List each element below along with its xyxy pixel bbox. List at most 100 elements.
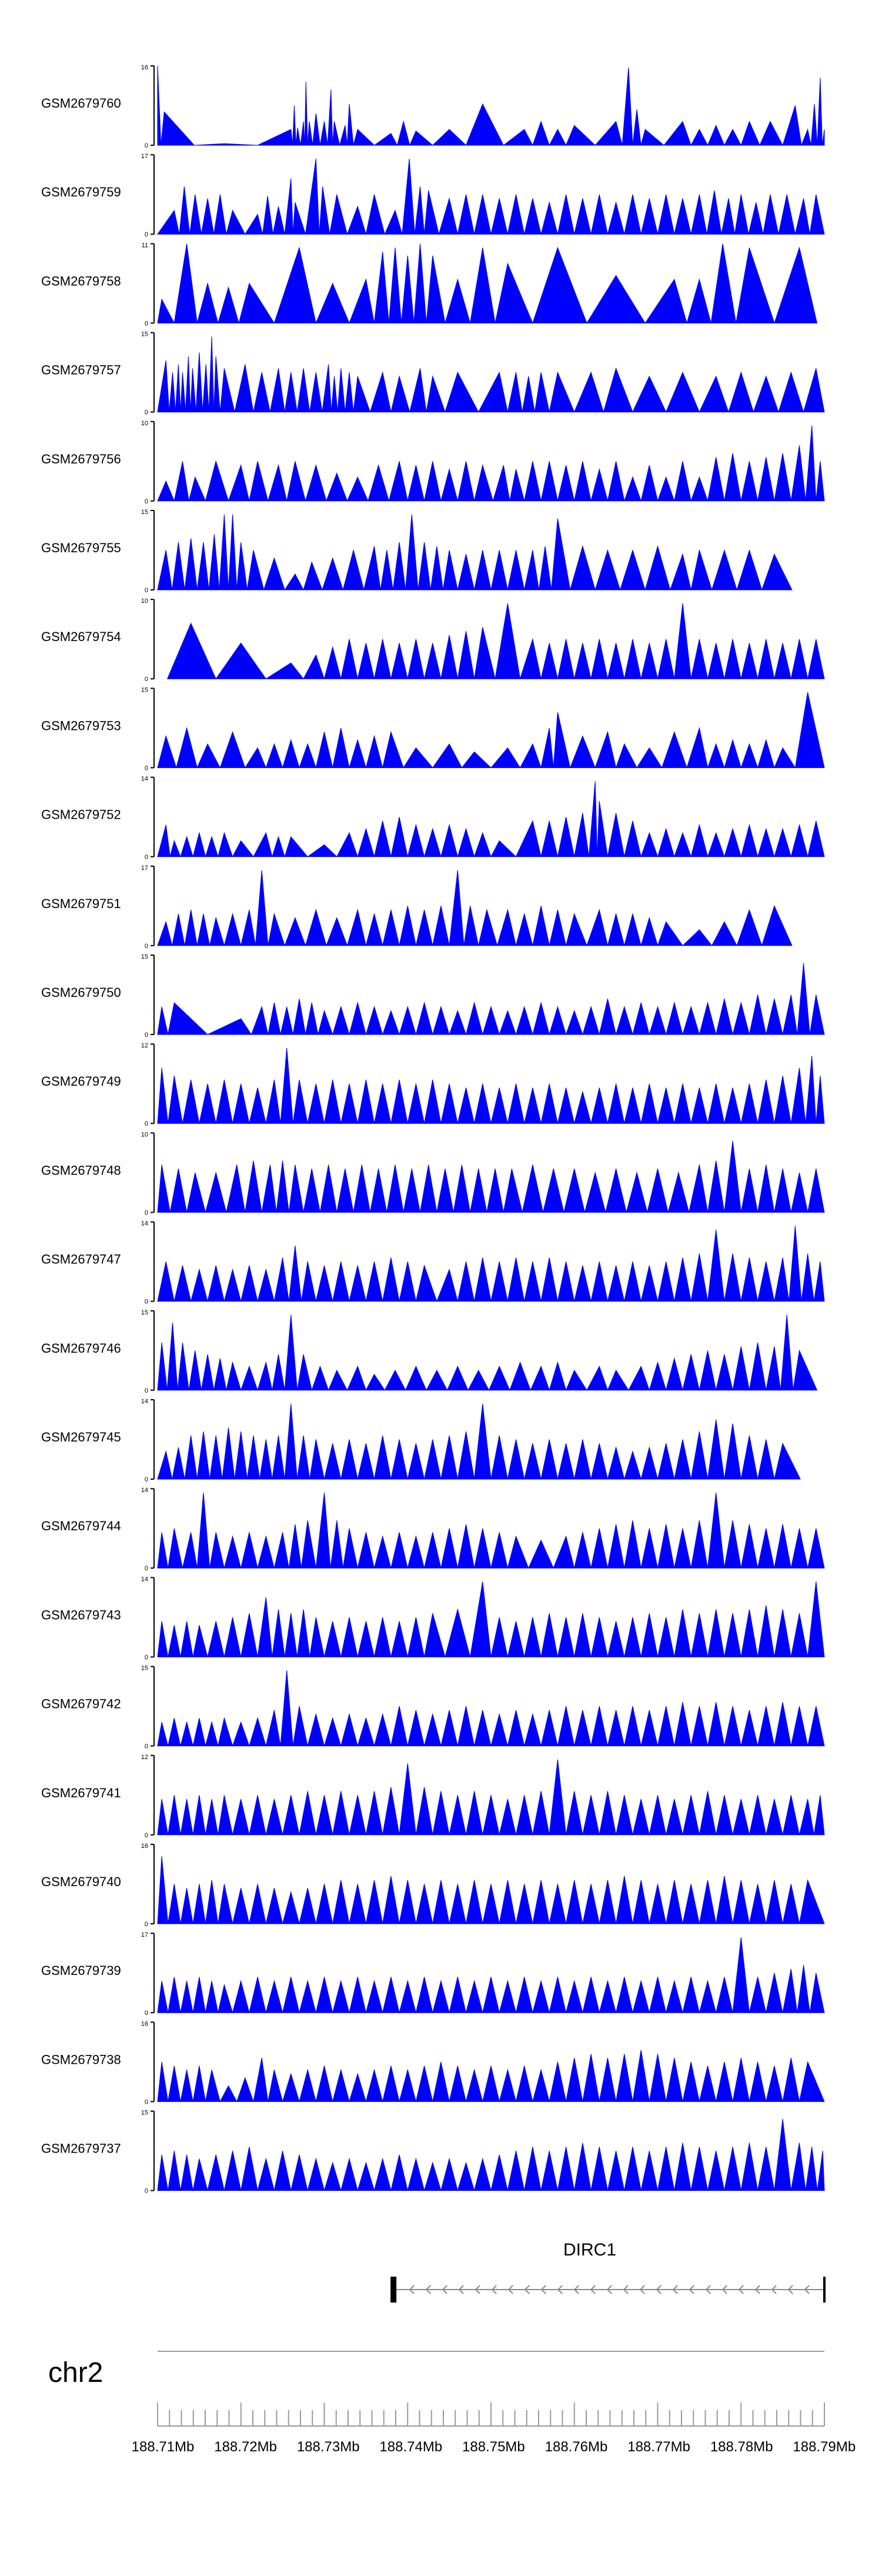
coverage-peak — [766, 1973, 783, 2013]
coverage-peak — [307, 2157, 325, 2191]
coverage-peak — [272, 1435, 285, 1480]
coverage-peak — [390, 2154, 408, 2191]
coverage-peak — [799, 1798, 814, 1836]
coverage-peak — [473, 464, 494, 502]
coverage-peak — [490, 1713, 508, 1747]
track-label: GSM2679749 — [41, 1074, 121, 1089]
coverage-peak — [407, 1443, 425, 1480]
coverage-peak — [549, 1759, 567, 1836]
strand-arrow-icon — [639, 2285, 645, 2294]
coverage-peak — [766, 1798, 783, 1836]
coverage-peak — [532, 1880, 550, 1924]
coverage-peak — [180, 1721, 193, 1747]
coverage-peak — [440, 1710, 458, 1747]
coverage-peak — [265, 1710, 281, 1747]
coverage-peak — [399, 1980, 417, 2013]
gene-label: DIRC1 — [563, 2240, 616, 2260]
coverage-peak — [423, 461, 442, 502]
coverage-peak — [640, 1613, 659, 1657]
coverage-track: GSM2679753 15 0 — [41, 686, 825, 772]
coverage-peak — [365, 735, 383, 768]
coverage-peak — [763, 194, 779, 235]
coverage-peak — [707, 1492, 725, 1569]
coverage-peak — [253, 372, 271, 413]
coverage-peak — [624, 476, 642, 502]
coverage-peak — [440, 1083, 458, 1124]
y-min-label: 0 — [145, 2188, 148, 2195]
coverage-peak — [218, 1717, 233, 1747]
coverage-peak — [640, 465, 659, 502]
coverage-peak — [157, 1856, 169, 1924]
coverage-peak — [286, 461, 306, 502]
coverage-peak — [540, 1613, 559, 1657]
coverage-peak — [232, 1980, 250, 2013]
coverage-peak — [473, 832, 492, 857]
coverage-peak — [349, 739, 367, 768]
coverage-peak — [300, 121, 305, 146]
axis-tick-label: 188.79Mb — [793, 2439, 856, 2455]
coverage-peak — [457, 1706, 475, 1747]
coverage-peak — [774, 246, 818, 323]
coverage-peak — [740, 1609, 759, 1657]
coverage-peak — [624, 2147, 642, 2191]
coverage-peak — [415, 1884, 433, 1924]
coverage-peak — [323, 1621, 342, 1657]
coverage-peak — [640, 643, 659, 679]
coverage-peak — [199, 1083, 216, 1124]
coverage-peak — [453, 1164, 471, 1213]
coverage-peak — [207, 1265, 225, 1302]
coverage-peak — [674, 832, 691, 857]
coverage-peak — [632, 2050, 650, 2102]
coverage-peak — [499, 1798, 517, 1836]
coverage-peak — [257, 1268, 275, 1302]
coverage-peak — [674, 1257, 691, 1302]
coverage-peak — [736, 909, 763, 946]
coverage-peak — [615, 1795, 633, 1836]
coverage-peak — [365, 1006, 383, 1035]
coverage-peak — [622, 67, 633, 146]
y-min-label: 0 — [145, 1654, 148, 1661]
track-label: GSM2679750 — [41, 985, 121, 1000]
coverage-peak — [711, 921, 738, 946]
coverage-peak — [524, 198, 542, 235]
coverage-peak — [569, 735, 596, 768]
coverage-peak — [323, 1079, 342, 1124]
coverage-peak — [657, 194, 675, 235]
coverage-peak — [707, 1609, 725, 1657]
coverage-peak — [590, 194, 609, 235]
coverage-peak — [228, 464, 250, 502]
coverage-peak — [565, 2058, 583, 2102]
coverage-peak — [590, 1617, 609, 1657]
y-max-label: 12 — [141, 1042, 148, 1049]
y-min-label: 0 — [145, 1832, 148, 1839]
track-label: GSM2679760 — [41, 96, 121, 111]
coverage-peak — [732, 2058, 750, 2102]
coverage-peak — [774, 1609, 791, 1657]
coverage-peak — [707, 457, 725, 502]
coverage-peak — [753, 375, 779, 413]
coverage-peak — [810, 104, 818, 146]
coverage-peak — [626, 1171, 648, 1213]
coverage-peak — [774, 747, 796, 768]
coverage-peak — [280, 1006, 293, 1035]
coverage-peak — [168, 2151, 181, 2191]
coverage-peak — [666, 2058, 683, 2102]
coverage-peak — [582, 2054, 600, 2102]
coverage-peak — [690, 1087, 709, 1124]
coverage-peak — [532, 2068, 550, 2102]
coverage-peak — [365, 1373, 386, 1391]
coverage-peak — [490, 2154, 508, 2191]
coverage-peak — [657, 476, 675, 502]
coverage-peak — [415, 1264, 437, 1302]
coverage-peak — [323, 1443, 342, 1480]
coverage-peak — [457, 631, 475, 679]
coverage-peak — [716, 1977, 733, 2013]
coverage-peak — [180, 372, 186, 413]
coverage-peak — [168, 1977, 181, 2013]
coverage-peak — [640, 1446, 659, 1480]
coverage-peak — [238, 282, 275, 323]
coverage-peak — [299, 1980, 316, 2013]
coverage-peak — [749, 1977, 767, 2013]
coverage-peak — [663, 121, 691, 146]
coverage-peak — [382, 2066, 400, 2102]
